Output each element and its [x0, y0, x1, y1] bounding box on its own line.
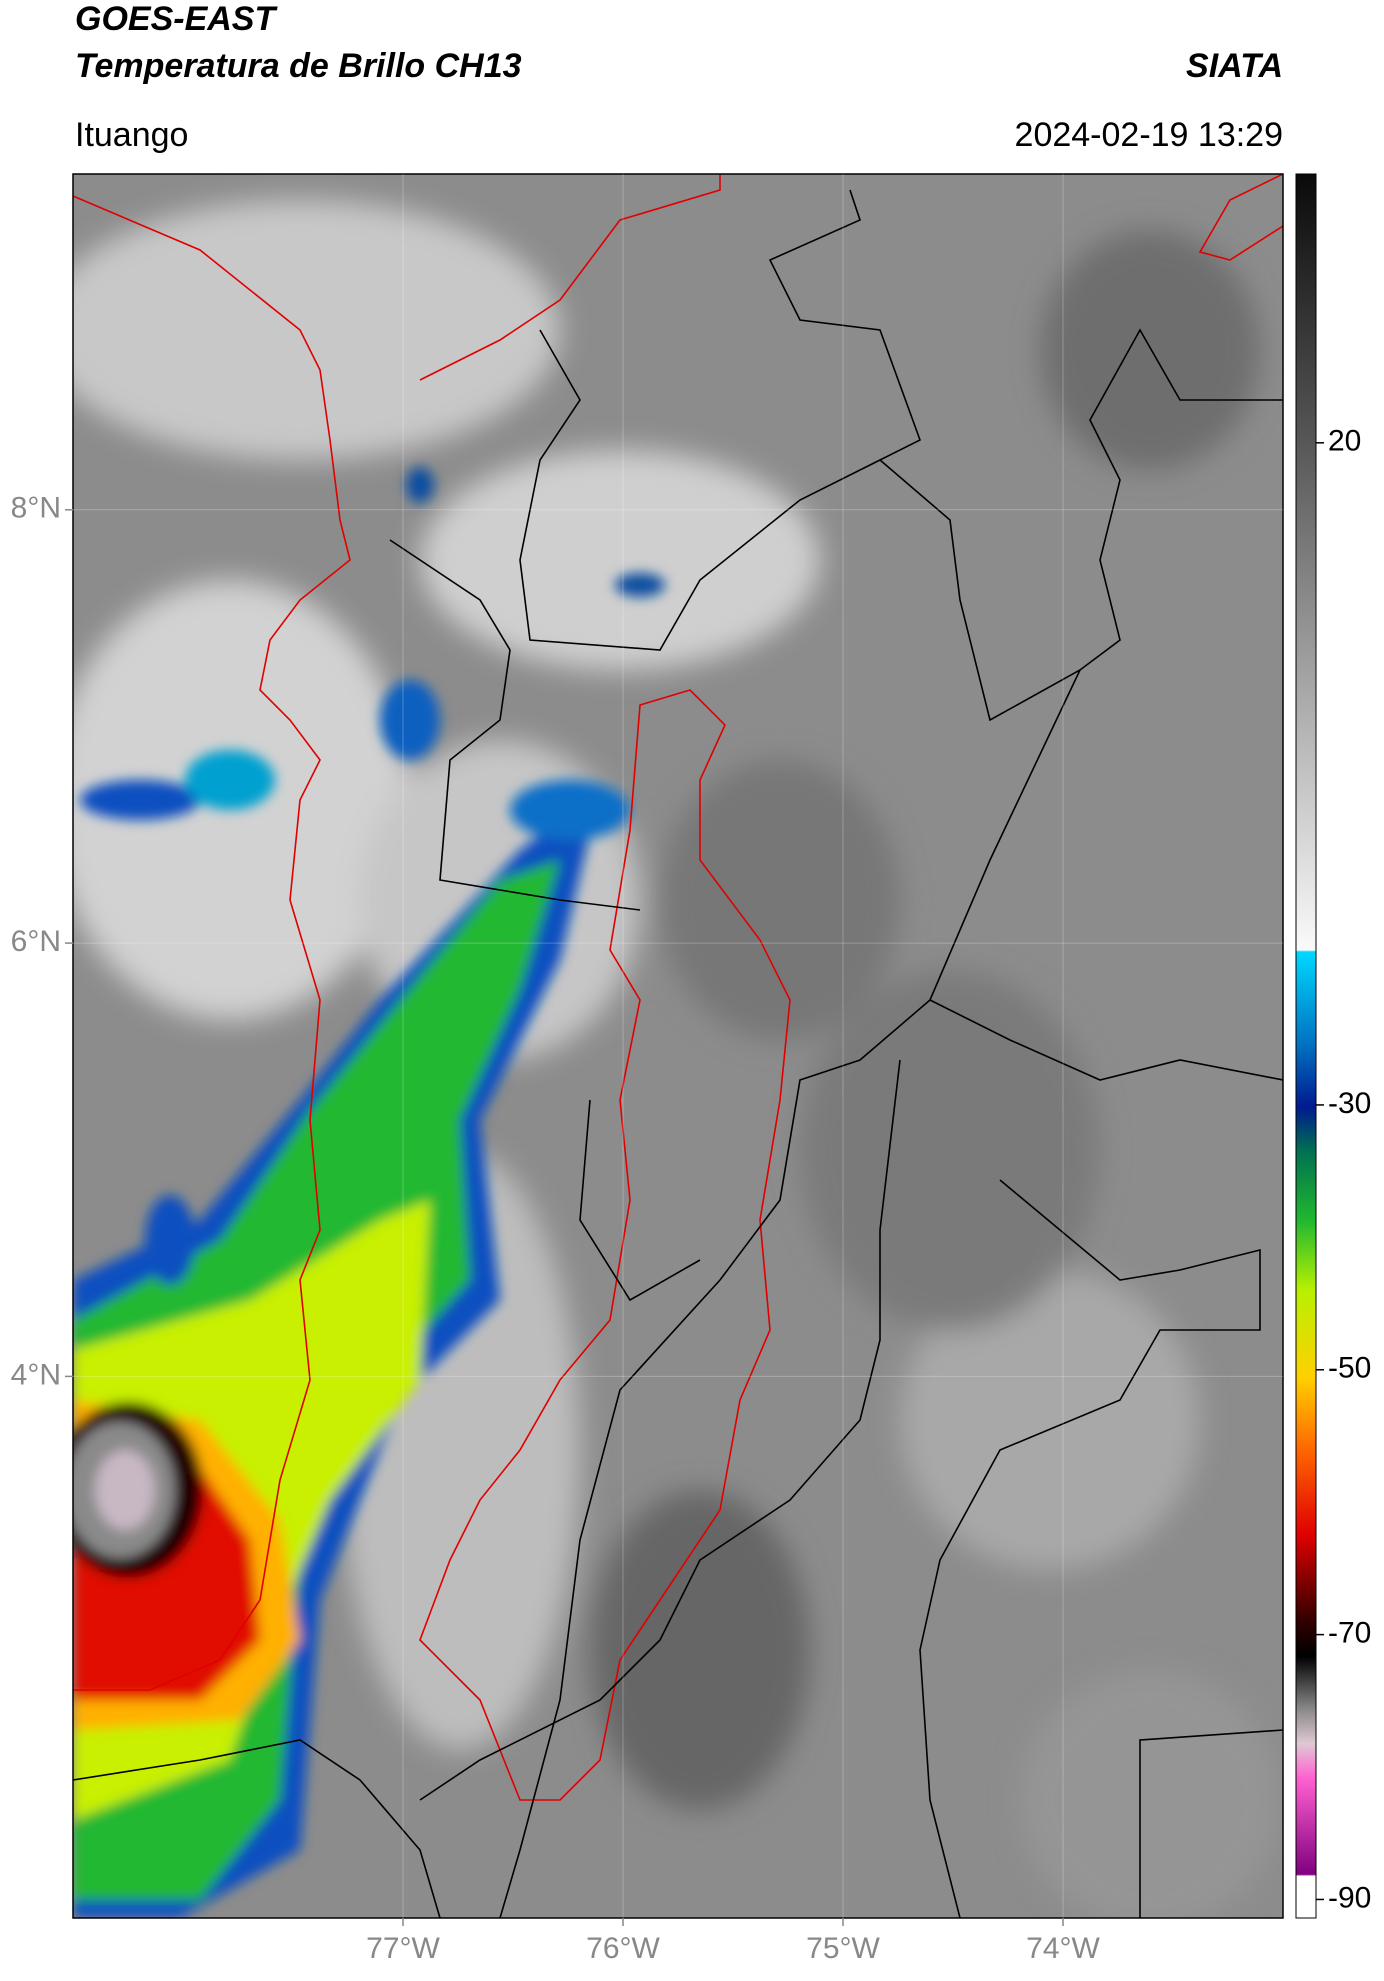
colorbar-tick-label: -30	[1328, 1087, 1371, 1120]
brand: SIATA	[1186, 47, 1283, 85]
satellite-image	[73, 174, 1283, 1918]
y-tick-label: 6°N	[11, 925, 61, 958]
colorbar-tick-label: -50	[1328, 1352, 1371, 1385]
borders	[73, 174, 1283, 1918]
x-tick-label: 77°W	[366, 1932, 440, 1965]
colorbar-tick-label: 20	[1328, 425, 1361, 458]
x-tick-label: 74°W	[1026, 1932, 1100, 1965]
datetime: 2024-02-19 13:29	[1014, 116, 1283, 154]
y-tick-label: 8°N	[11, 492, 61, 525]
map-frame	[72, 173, 1284, 1919]
x-tick-label: 75°W	[806, 1932, 880, 1965]
location: Ituango	[75, 116, 189, 154]
x-tick-label: 76°W	[586, 1932, 660, 1965]
colorbar	[1295, 173, 1317, 1919]
title: GOES-EAST	[75, 0, 276, 38]
colorbar-tick-label: -70	[1328, 1617, 1371, 1650]
colorbar-tick-label: -90	[1328, 1881, 1371, 1914]
subtitle: Temperatura de Brillo CH13	[75, 47, 522, 85]
y-tick-label: 4°N	[11, 1358, 61, 1391]
